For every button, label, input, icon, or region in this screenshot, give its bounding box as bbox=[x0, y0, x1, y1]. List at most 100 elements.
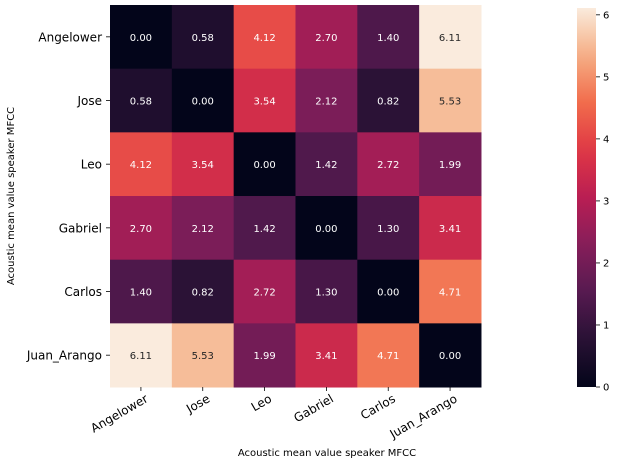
cell-value-label-Angelower-Leo: 4.12 bbox=[253, 33, 275, 44]
heatmap-cell-Carlos-Gabriel bbox=[295, 259, 358, 324]
cell-value-label-Gabriel-Juan_Arango: 3.41 bbox=[439, 224, 461, 235]
heatmap-cell-Carlos-Leo bbox=[233, 259, 296, 324]
heatmap-cell-Gabriel-Leo bbox=[233, 196, 296, 261]
heatmap-cell-Juan_Arango-Carlos bbox=[357, 323, 420, 388]
heatmap-annotations: 0.00 0.58 4.12 2.70 1.40 6.11 0.58 0.00 3.54 2.12… bbox=[130, 33, 461, 362]
y-tick-label-Jose: Jose bbox=[76, 94, 102, 108]
cell-value-label-Jose-Leo: 3.54 bbox=[253, 97, 275, 108]
cell-value-label-Leo-Gabriel: 1.42 bbox=[315, 160, 337, 171]
heatmap-cell-Leo-Angelower bbox=[110, 132, 173, 197]
x-axis-label: Acoustic mean value speaker MFCC bbox=[238, 448, 416, 459]
cell-value-label-Carlos-Gabriel: 1.30 bbox=[315, 288, 337, 299]
cell-value-label-Angelower-Juan_Arango: 6.11 bbox=[439, 33, 461, 44]
cell-value-label-Carlos-Carlos: 0.00 bbox=[377, 288, 399, 299]
x-tick-label-Jose: Jose bbox=[183, 391, 212, 416]
heatmap-cell-Juan_Arango-Leo bbox=[233, 323, 296, 388]
cell-value-label-Carlos-Juan_Arango: 4.71 bbox=[439, 288, 461, 299]
colorbar-tick-label-4: 4 bbox=[603, 134, 609, 145]
x-tick-label-Juan_Arango: Juan_Arango bbox=[387, 391, 460, 441]
heatmap-cell-Angelower-Leo bbox=[233, 5, 296, 70]
cell-value-label-Carlos-Angelower: 1.40 bbox=[130, 288, 152, 299]
cell-value-label-Leo-Angelower: 4.12 bbox=[130, 160, 152, 171]
x-tick-label-Leo: Leo bbox=[249, 391, 274, 414]
cell-value-label-Carlos-Leo: 2.72 bbox=[253, 288, 275, 299]
heatmap-cell-Gabriel-Gabriel bbox=[295, 196, 358, 261]
heatmap-cell-Carlos-Juan_Arango bbox=[419, 259, 482, 324]
cell-value-label-Juan_Arango-Juan_Arango: 0.00 bbox=[439, 351, 461, 362]
colorbar: 0 1 2 3 4 5 6 bbox=[577, 8, 609, 394]
y-tick-label-Carlos: Carlos bbox=[64, 285, 102, 299]
cell-value-label-Carlos-Jose: 0.82 bbox=[192, 288, 214, 299]
cell-value-label-Juan_Arango-Carlos: 4.71 bbox=[377, 351, 399, 362]
heatmap-cell-Carlos-Carlos bbox=[357, 259, 420, 324]
heatmap-cell-Juan_Arango-Gabriel bbox=[295, 323, 358, 388]
colorbar-tick-label-3: 3 bbox=[603, 196, 609, 207]
y-tick-label-Juan_Arango: Juan_Arango bbox=[26, 349, 102, 363]
heatmap-cell-Angelower-Jose bbox=[171, 5, 235, 70]
cell-value-label-Jose-Gabriel: 2.12 bbox=[315, 97, 337, 108]
y-tick-label-Angelower: Angelower bbox=[38, 30, 102, 44]
heatmap-cell-Juan_Arango-Jose bbox=[171, 323, 235, 388]
cell-value-label-Gabriel-Leo: 1.42 bbox=[253, 224, 275, 235]
cell-value-label-Jose-Angelower: 0.58 bbox=[130, 97, 152, 108]
cell-value-label-Gabriel-Gabriel: 0.00 bbox=[315, 224, 337, 235]
cell-value-label-Angelower-Carlos: 1.40 bbox=[377, 33, 399, 44]
cell-value-label-Leo-Jose: 3.54 bbox=[192, 160, 214, 171]
cell-value-label-Jose-Jose: 0.00 bbox=[192, 97, 214, 108]
heatmap-cell-Gabriel-Juan_Arango bbox=[419, 196, 482, 261]
heatmap-cell-Jose-Angelower bbox=[110, 68, 173, 133]
cell-value-label-Gabriel-Carlos: 1.30 bbox=[377, 224, 399, 235]
cell-value-label-Juan_Arango-Gabriel: 3.41 bbox=[315, 351, 337, 362]
cell-value-label-Gabriel-Jose: 2.12 bbox=[192, 224, 214, 235]
heatmap-cell-Angelower-Juan_Arango bbox=[419, 5, 482, 70]
heatmap-cell-Leo-Carlos bbox=[357, 132, 420, 197]
heatmap-cell-Angelower-Gabriel bbox=[295, 5, 358, 70]
heatmap-cell-Gabriel-Jose bbox=[171, 196, 235, 261]
heatmap-cell-Angelower-Angelower bbox=[110, 5, 173, 70]
heatmap-cell-Leo-Gabriel bbox=[295, 132, 358, 197]
heatmap-cell-Jose-Leo bbox=[233, 68, 296, 133]
cell-value-label-Angelower-Jose: 0.58 bbox=[192, 33, 214, 44]
colorbar-gradient bbox=[577, 8, 596, 387]
colorbar-tick-label-5: 5 bbox=[603, 72, 609, 83]
heatmap-cell-Leo-Jose bbox=[171, 132, 235, 197]
y-tick-label-Gabriel: Gabriel bbox=[59, 221, 102, 235]
y-axis: Angelower Jose Leo Gabriel Carlos Juan_Arango bbox=[26, 30, 110, 363]
cell-value-label-Juan_Arango-Angelower: 6.11 bbox=[130, 351, 152, 362]
colorbar-tick-label-6: 6 bbox=[603, 10, 609, 21]
cell-value-label-Angelower-Gabriel: 2.70 bbox=[315, 33, 337, 44]
cell-value-label-Angelower-Angelower: 0.00 bbox=[130, 33, 152, 44]
cell-value-label-Juan_Arango-Leo: 1.99 bbox=[253, 351, 275, 362]
colorbar-tick-label-0: 0 bbox=[603, 383, 609, 394]
cell-value-label-Leo-Leo: 0.00 bbox=[253, 160, 275, 171]
heatmap-cell-Leo-Leo bbox=[233, 132, 296, 197]
heatmap-cell-Carlos-Jose bbox=[171, 259, 235, 324]
cell-value-label-Gabriel-Angelower: 2.70 bbox=[130, 224, 152, 235]
y-axis-label: Acoustic mean value speaker MFCC bbox=[6, 107, 17, 285]
cell-value-label-Juan_Arango-Jose: 5.53 bbox=[192, 351, 214, 362]
heatmap-cell-Gabriel-Angelower bbox=[110, 196, 173, 261]
x-tick-label-Angelower: Angelower bbox=[88, 391, 150, 435]
heatmap-cell-Jose-Jose bbox=[171, 68, 235, 133]
x-tick-label-Gabriel: Gabriel bbox=[291, 391, 335, 425]
y-tick-label-Leo: Leo bbox=[81, 158, 102, 172]
cell-value-label-Jose-Carlos: 0.82 bbox=[377, 97, 399, 108]
cell-value-label-Leo-Carlos: 2.72 bbox=[377, 160, 399, 171]
heatmap-cell-Juan_Arango-Angelower bbox=[110, 323, 173, 388]
heatmap-cell-Angelower-Carlos bbox=[357, 5, 420, 70]
heatmap-cell-Jose-Carlos bbox=[357, 68, 420, 133]
x-tick-label-Carlos: Carlos bbox=[358, 391, 398, 422]
cell-value-label-Jose-Juan_Arango: 5.53 bbox=[439, 97, 461, 108]
cell-value-label-Leo-Juan_Arango: 1.99 bbox=[439, 160, 461, 171]
heatmap-cell-Leo-Juan_Arango bbox=[419, 132, 482, 197]
colorbar-tick-label-1: 1 bbox=[603, 320, 609, 331]
heatmap-cell-Carlos-Angelower bbox=[110, 259, 173, 324]
heatmap-cell-Jose-Juan_Arango bbox=[419, 68, 482, 133]
heatmap-cell-Juan_Arango-Juan_Arango bbox=[419, 323, 482, 388]
heatmap-cell-Jose-Gabriel bbox=[295, 68, 358, 133]
colorbar-tick-label-2: 2 bbox=[603, 258, 609, 269]
heatmap-cell-Gabriel-Carlos bbox=[357, 196, 420, 261]
